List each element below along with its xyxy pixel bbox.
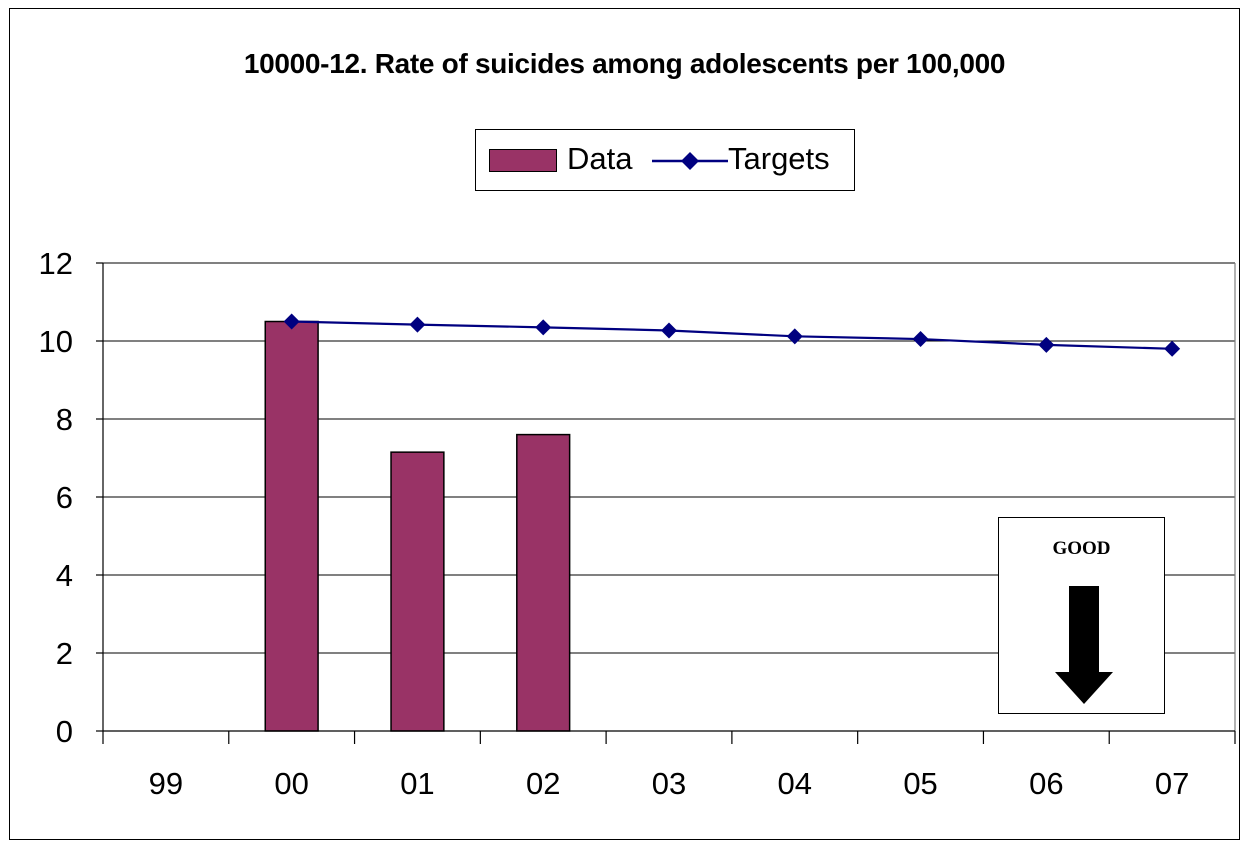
y-tick-label: 8 bbox=[56, 402, 73, 437]
x-tick-label: 99 bbox=[149, 766, 183, 801]
target-point-03 bbox=[661, 322, 677, 339]
y-tick-label: 12 bbox=[39, 246, 73, 281]
legend-swatch-data bbox=[489, 149, 557, 172]
y-tick-label: 2 bbox=[56, 636, 73, 671]
legend: Data Targets bbox=[475, 129, 855, 191]
targets-line bbox=[291, 320, 1173, 350]
x-tick-label: 03 bbox=[652, 766, 686, 801]
bar-data-01 bbox=[390, 451, 445, 732]
x-tick-label: 07 bbox=[1155, 766, 1189, 801]
y-tick-label: 0 bbox=[56, 714, 73, 749]
legend-label-targets: Targets bbox=[728, 141, 830, 176]
x-tick-label: 01 bbox=[400, 766, 434, 801]
x-tick-label: 06 bbox=[1029, 766, 1063, 801]
chart-title: 10000-12. Rate of suicides among adolesc… bbox=[243, 48, 1006, 79]
x-tick-label: 04 bbox=[778, 766, 812, 801]
target-point-04 bbox=[786, 328, 803, 345]
bar-data-00 bbox=[264, 320, 319, 732]
legend-label-data: Data bbox=[567, 141, 633, 176]
legend-swatch-targets bbox=[652, 152, 728, 170]
x-tick-label: 00 bbox=[274, 766, 308, 801]
x-tick-label: 05 bbox=[903, 766, 937, 801]
x-tick-label: 02 bbox=[526, 766, 560, 801]
down-arrow-icon bbox=[1055, 586, 1113, 704]
bar-data-02 bbox=[516, 433, 571, 732]
target-point-01 bbox=[409, 316, 426, 333]
y-tick-label: 10 bbox=[39, 324, 73, 359]
target-point-00 bbox=[283, 313, 300, 330]
target-point-07 bbox=[1164, 340, 1181, 357]
target-point-06 bbox=[1038, 336, 1055, 353]
good-label: GOOD bbox=[1052, 538, 1111, 559]
target-point-02 bbox=[535, 319, 552, 336]
good-indicator: GOOD bbox=[998, 517, 1165, 714]
target-point-05 bbox=[912, 331, 929, 348]
y-tick-label: 4 bbox=[56, 558, 73, 593]
y-tick-label: 6 bbox=[56, 480, 73, 515]
